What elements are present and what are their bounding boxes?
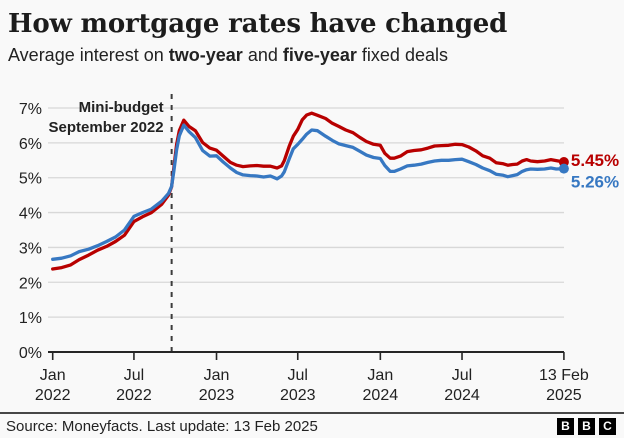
chart-footer: Source: Moneyfacts. Last update: 13 Feb … [0, 412, 624, 438]
y-tick-label: 1% [19, 310, 42, 327]
five-year-end-dot [558, 163, 569, 174]
chart-subtitle: Average interest on two-year and five-ye… [8, 43, 616, 67]
x-tick-label: 2023 [280, 387, 316, 404]
bbc-logo-letter: B [557, 417, 574, 435]
bbc-logo-letter: B [578, 417, 595, 435]
chart-header: How mortgage rates have changed Average … [8, 8, 616, 67]
y-tick-label: 6% [19, 136, 42, 153]
bbc-logo-letter: C [599, 417, 616, 435]
two-year-legend-label: two-year [168, 45, 243, 65]
x-tick-label: 2024 [444, 387, 480, 404]
two-year-line [51, 111, 566, 271]
x-tick-label: Jan [40, 367, 66, 384]
five-year-line [51, 123, 566, 261]
five-year-end-label: 5.26% [571, 173, 619, 192]
x-tick-label: Jul [124, 367, 144, 384]
source-caption: Source: Moneyfacts. Last update: 13 Feb … [6, 417, 318, 435]
bbc-logo: B B C [557, 417, 616, 435]
subtitle-suffix: fixed deals [356, 45, 448, 65]
y-tick-label: 2% [19, 275, 42, 292]
y-tick-label: 7% [19, 101, 42, 118]
five-year-legend-label: five-year [282, 45, 357, 65]
x-tick-label: 2022 [116, 387, 152, 404]
x-tick-label: Jul [288, 367, 308, 384]
y-tick-label: 5% [19, 171, 42, 188]
x-tick-label: Jul [452, 367, 472, 384]
mini-budget-annotation-line1: Mini-budget [79, 99, 164, 116]
page-title: How mortgage rates have changed [8, 9, 508, 39]
subtitle-prefix: Average interest on [8, 45, 169, 65]
x-tick-label: 2023 [199, 387, 235, 404]
x-tick-label: Jan [204, 367, 230, 384]
two-year-end-label: 5.45% [571, 151, 619, 170]
y-tick-label: 4% [19, 206, 42, 223]
x-tick-label: Jan [367, 367, 393, 384]
x-tick-label: 2024 [363, 387, 399, 404]
x-tick-label: 13 Feb [539, 367, 589, 384]
y-tick-label: 3% [19, 240, 42, 257]
x-tick-label: 2025 [546, 387, 582, 404]
mortgage-rates-line-chart: Mini-budget September 2022 5.45% 5.26% Jan 20… [19, 94, 619, 404]
subtitle-and: and [242, 45, 283, 65]
y-tick-label: 0% [19, 345, 42, 362]
mini-budget-annotation-line2: September 2022 [49, 119, 164, 136]
x-tick-label: 2022 [35, 387, 71, 404]
